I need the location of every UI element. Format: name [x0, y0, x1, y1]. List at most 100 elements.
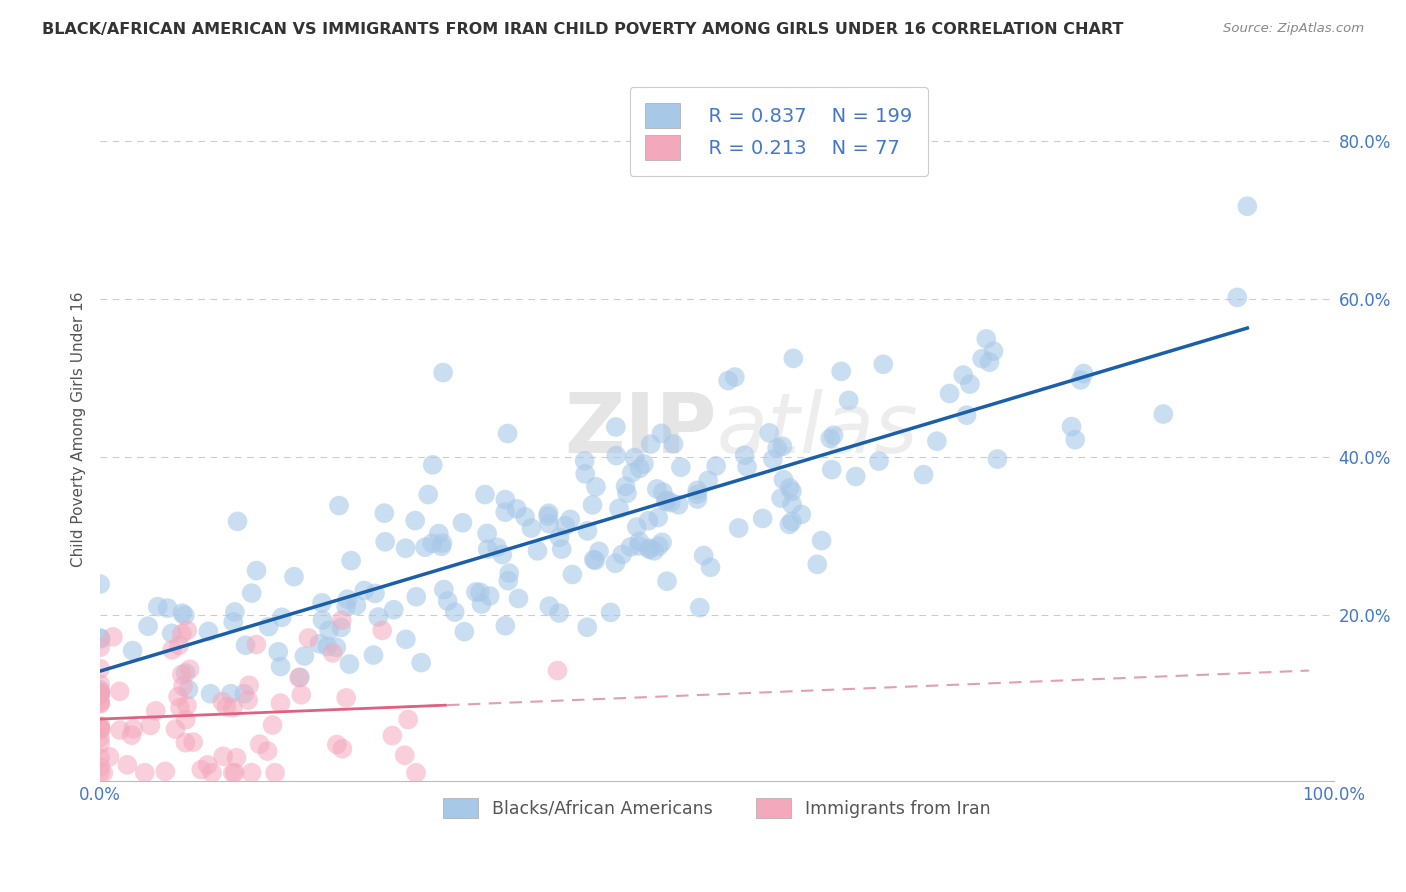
Point [174, 665, 197, 680]
Point [101, 630, 124, 644]
Point [311, 596, 333, 610]
Point [89, 765, 111, 780]
Point [607, 501, 630, 516]
Point [782, 351, 804, 366]
Point [868, 454, 890, 468]
Point [155, 764, 177, 779]
Point [108, 684, 131, 698]
Point [550, 542, 572, 557]
Point [371, 624, 394, 638]
Point [222, 700, 245, 714]
Point [762, 452, 785, 467]
Point [626, 520, 648, 534]
Point [526, 544, 548, 558]
Point [328, 499, 350, 513]
Point [983, 344, 1005, 359]
Point [145, 704, 167, 718]
Point [122, 722, 145, 736]
Point [599, 606, 621, 620]
Point [367, 610, 389, 624]
Point [222, 615, 245, 629]
Point [134, 765, 156, 780]
Point [411, 656, 433, 670]
Point [238, 678, 260, 692]
Point [267, 645, 290, 659]
Point [955, 408, 977, 422]
Point [89, 687, 111, 701]
Point [197, 624, 219, 639]
Point [704, 458, 727, 473]
Point [692, 549, 714, 563]
Point [537, 508, 560, 523]
Point [548, 606, 571, 620]
Point [89, 631, 111, 645]
Point [647, 510, 669, 524]
Point [363, 648, 385, 662]
Point [98, 749, 121, 764]
Point [89, 720, 111, 734]
Point [308, 637, 330, 651]
Point [165, 722, 187, 736]
Point [727, 521, 749, 535]
Point [810, 533, 832, 548]
Point [167, 639, 190, 653]
Point [374, 534, 396, 549]
Point [418, 487, 440, 501]
Point [257, 619, 280, 633]
Point [582, 552, 605, 566]
Point [1236, 199, 1258, 213]
Point [838, 393, 860, 408]
Point [240, 765, 263, 780]
Point [89, 686, 111, 700]
Point [233, 687, 256, 701]
Point [979, 355, 1001, 369]
Point [89, 662, 111, 676]
Point [1152, 407, 1174, 421]
Point [605, 420, 627, 434]
Point [620, 466, 643, 480]
Point [436, 594, 458, 608]
Point [633, 457, 655, 471]
Point [432, 536, 454, 550]
Point [451, 516, 474, 530]
Point [974, 332, 997, 346]
Point [508, 591, 530, 606]
Point [121, 643, 143, 657]
Point [89, 760, 111, 774]
Point [90, 632, 112, 646]
Point [215, 699, 238, 714]
Point [177, 682, 200, 697]
Text: ZIP: ZIP [564, 389, 717, 469]
Point [769, 491, 792, 505]
Point [405, 765, 427, 780]
Point [699, 560, 721, 574]
Point [758, 425, 780, 440]
Point [249, 737, 271, 751]
Point [311, 613, 333, 627]
Point [648, 539, 671, 553]
Point [394, 748, 416, 763]
Point [245, 564, 267, 578]
Point [453, 624, 475, 639]
Point [628, 534, 651, 549]
Point [318, 623, 340, 637]
Point [938, 386, 960, 401]
Point [655, 493, 678, 508]
Point [270, 659, 292, 673]
Point [89, 696, 111, 710]
Point [686, 487, 709, 501]
Point [659, 495, 682, 509]
Point [121, 728, 143, 742]
Point [662, 437, 685, 451]
Point [1226, 290, 1249, 304]
Point [494, 619, 516, 633]
Point [288, 670, 311, 684]
Point [585, 480, 607, 494]
Point [513, 509, 536, 524]
Point [219, 687, 242, 701]
Point [1070, 373, 1092, 387]
Point [326, 738, 349, 752]
Point [224, 605, 246, 619]
Point [1073, 367, 1095, 381]
Point [170, 667, 193, 681]
